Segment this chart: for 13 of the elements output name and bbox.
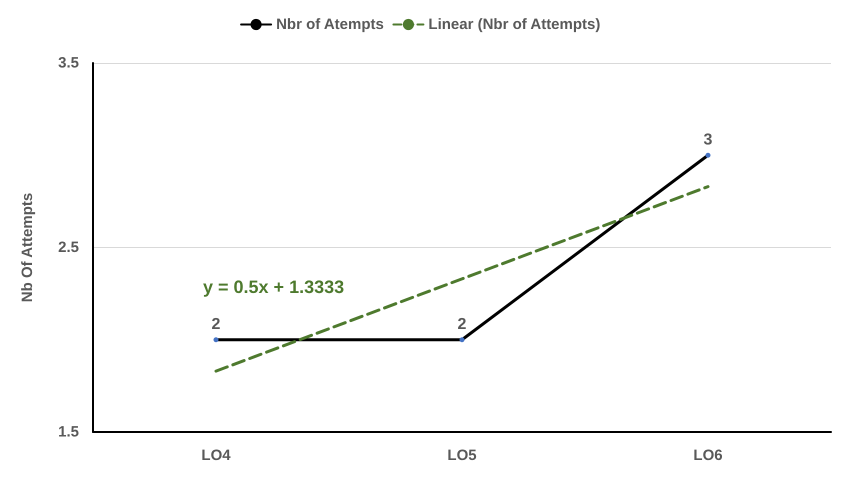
x-tick-label: LO5 xyxy=(447,447,477,464)
legend-label: Nbr of Atempts xyxy=(276,16,384,33)
y-tick-label: 2.5 xyxy=(58,239,79,256)
data-label: 2 xyxy=(212,316,221,333)
data-label: 2 xyxy=(458,316,467,333)
annotation: y = 0.5x + 1.3333 xyxy=(203,277,344,297)
y-axis-title: Nb Of Attempts xyxy=(19,192,36,302)
x-tick-label: LO6 xyxy=(693,447,723,464)
y-tick-label: 1.5 xyxy=(58,424,79,440)
legend-label: Linear (Nbr of Attempts) xyxy=(428,16,600,33)
data-label: 3 xyxy=(704,131,713,148)
x-tick-label: LO4 xyxy=(201,447,232,464)
y-tick-label: 3.5 xyxy=(58,54,79,72)
